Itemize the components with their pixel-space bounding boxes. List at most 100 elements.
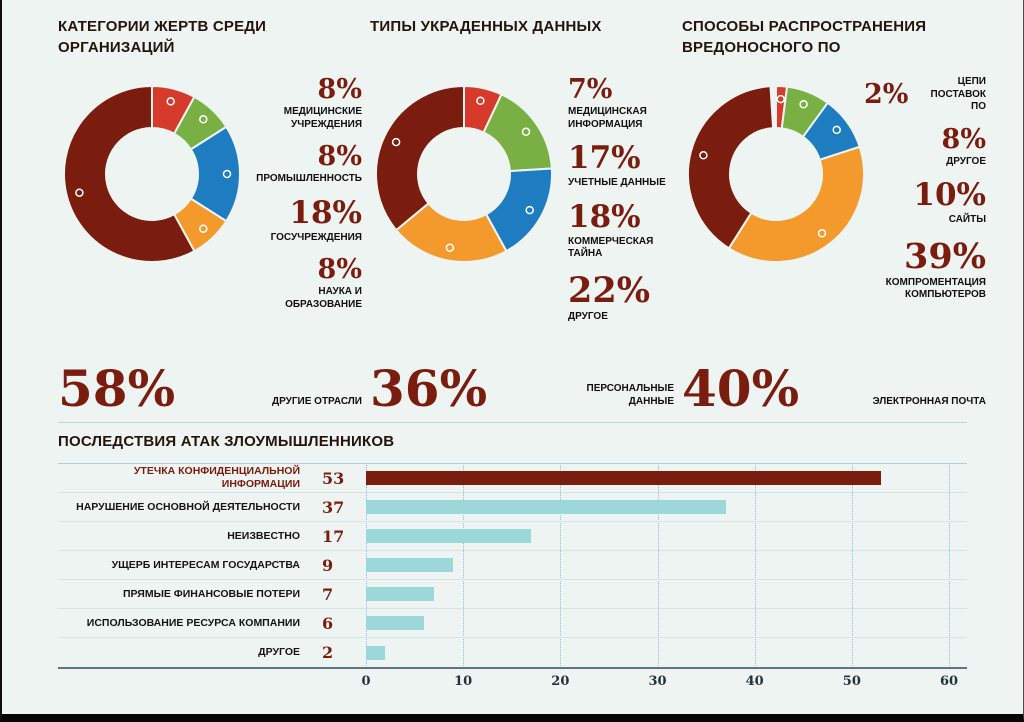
bar-rows: УТЕЧКА КОНФИДЕНЦИАЛЬНОЙ ИНФОРМАЦИИ 53 НАРУ… (58, 464, 967, 669)
segment-marker-dot (525, 205, 534, 215)
bar-track (366, 558, 949, 572)
bar-value: 9 (322, 555, 334, 575)
x-axis: 0 10 20 30 40 50 60 (361, 669, 958, 695)
segment-marker-dot (445, 243, 455, 252)
donut-chart-victim-categories: КАТЕГОРИИ ЖЕРТВ СРЕДИ ОРГАНИЗАЦИЙ 8% МЕДИ… (58, 16, 364, 414)
bar-category-label: УЩЕРБ ИНТЕРЕСАМ ГОСУДАРСТВА (111, 558, 300, 571)
segment-legend-item: 18% ГОСУЧРЕЖДЕНИЯ (270, 197, 362, 245)
segment-value: 7% (568, 74, 613, 105)
bar-chart-plot: УТЕЧКА КОНФИДЕНЦИАЛЬНОЙ ИНФОРМАЦИИ 53 НАРУ… (58, 463, 967, 695)
segment-legend-item: 22% ДРУГОЕ (568, 273, 650, 324)
segment-label: УЧЕТНЫЕ ДАННЫЕ (568, 177, 666, 188)
bar-row: ДРУГОЕ 2 (58, 638, 967, 667)
segment-legend-item: 8% ДРУГОЕ (942, 126, 986, 169)
bar-value: 37 (322, 497, 345, 517)
bar-value: 2 (322, 643, 334, 662)
segment-legend-item: 18% КОММЕРЧЕСКАЯ ТАЙНА (568, 198, 686, 261)
donut-segment (687, 85, 775, 250)
segment-legend-item: 7% МЕДИЦИНСКАЯ ИНФОРМАЦИЯ (568, 76, 686, 131)
x-axis-tick: 0 (361, 674, 371, 689)
bar-value: 7 (322, 584, 334, 604)
segment-marker-dot (75, 188, 84, 197)
chart-title: ТИПЫ УКРАДЕННЫХ ДАННЫХ (370, 18, 602, 35)
bar-category-label: ИСПОЛЬЗОВАНИЕ РЕСУРСА КОМПАНИИ (86, 616, 300, 629)
x-axis-tick: 10 (454, 674, 473, 689)
donut-segment (374, 84, 465, 232)
donut-chart (682, 80, 870, 268)
segment-value: 8% (941, 123, 986, 155)
largest-segment-label: ЭЛЕКТРОННАЯ ПОЧТА (872, 395, 986, 407)
segment-marker-dot (776, 94, 785, 104)
chart-title: КАТЕГОРИИ ЖЕРТВ СРЕДИ ОРГАНИЗАЦИЙ (58, 18, 267, 56)
bar-category-label: ДРУГОЕ (258, 646, 300, 659)
segment-marker-dot (166, 97, 175, 106)
bar-category-label: НЕИЗВЕСТНО (227, 529, 300, 542)
x-axis-tick: 20 (551, 674, 570, 689)
segment-value: 8% (317, 141, 362, 172)
largest-segment-value: 36% (370, 359, 488, 418)
donut-segment (727, 145, 865, 263)
segment-value: 8% (317, 254, 362, 285)
segment-label: САЙТЫ (948, 214, 986, 225)
bar-chart-title: ПОСЛЕДСТВИЯ АТАК ЗЛОУМЫШЛЕННИКОВ (58, 433, 395, 450)
segment-legend-item: 8% ПРОМЫШЛЕННОСТЬ (256, 143, 362, 186)
x-axis-tick: 40 (745, 674, 764, 689)
bar (366, 645, 386, 660)
segment-label: ДРУГОЕ (946, 155, 986, 167)
segment-marker-dot (199, 115, 208, 124)
bar-row: УЩЕРБ ИНТЕРЕСАМ ГОСУДАРСТВА 9 (58, 551, 967, 580)
bar (366, 616, 425, 630)
x-axis-tick: 50 (842, 674, 861, 689)
bar-track (366, 645, 949, 660)
donut-svg (62, 84, 241, 263)
bar-row: НЕИЗВЕСТНО 17 (58, 522, 967, 551)
donut-svg (374, 84, 553, 263)
donut-charts-row: КАТЕГОРИИ ЖЕРТВ СРЕДИ ОРГАНИЗАЦИЙ 8% МЕДИ… (58, 16, 1023, 414)
largest-segment-value: 58% (58, 359, 176, 418)
bar (366, 471, 881, 485)
segment-legend-item: 2% ЦЕПИ ПОСТАВОК ПО (864, 76, 986, 114)
bar-value: 6 (322, 613, 334, 633)
donut-chart (370, 80, 558, 268)
segment-legend-item: 17% УЧЕТНЫЕ ДАННЫЕ (568, 143, 666, 190)
segment-labels: 8% МЕДИЦИНСКИЕ УЧРЕЖДЕНИЯ 8% ПРОМЫШЛЕННОСТЬ… (240, 76, 362, 311)
segment-label: КОМПРОМЕНТАЦИЯ КОМПЬЮТЕРОВ (885, 276, 986, 301)
bar-track (366, 529, 949, 543)
segment-marker-dot (832, 125, 841, 135)
segment-label: ПРОМЫШЛЕННОСТЬ (256, 173, 362, 184)
segment-label: ДРУГОЕ (568, 310, 608, 322)
donut-chart (58, 80, 246, 268)
segment-value: 39% (904, 235, 986, 277)
bar-value: 53 (322, 468, 345, 488)
segment-legend-item: 8% НАУКА И ОБРАЗОВАНИЕ (240, 256, 362, 311)
segment-label: ЦЕПИ ПОСТАВОК ПО (930, 76, 987, 112)
largest-segment-value: 40% (682, 359, 800, 418)
segment-label: ГОСУЧРЕЖДЕНИЯ (270, 231, 362, 243)
segment-marker-dot (817, 229, 827, 238)
segment-marker-dot (699, 151, 708, 160)
bar (366, 587, 435, 601)
x-axis-tick: 60 (939, 674, 959, 689)
bar-category-label: НАРУШЕНИЕ ОСНОВНОЙ ДЕЯТЕЛЬНОСТИ (76, 500, 300, 513)
segment-marker-dot (799, 100, 808, 109)
largest-segment-label: ДРУГИЕ ОТРАСЛИ (271, 395, 362, 407)
segment-value: 8% (317, 74, 362, 105)
segment-marker-dot (199, 224, 208, 233)
segment-marker-dot (222, 169, 232, 179)
bar-track (366, 500, 949, 514)
segment-legend-item: 39% КОМПРОМЕНТАЦИЯ КОМПЬЮТЕРОВ (864, 239, 986, 302)
bar-row: УТЕЧКА КОНФИДЕНЦИАЛЬНОЙ ИНФОРМАЦИИ 53 (58, 464, 967, 493)
bar-row: ПРЯМЫЕ ФИНАНСОВЫЕ ПОТЕРИ 7 (58, 580, 967, 609)
bar (366, 558, 454, 572)
bar (366, 500, 726, 514)
segment-marker-dot (391, 137, 401, 147)
segment-label: МЕДИЦИНСКИЕ УЧРЕЖДЕНИЯ (283, 106, 362, 130)
bar (366, 529, 532, 543)
donut-chart-malware-distribution: СПОСОБЫ РАСПРОСТРАНЕНИЯ ВРЕДОНОСНОГО ПО … (682, 16, 988, 414)
segment-value: 18% (568, 198, 641, 235)
x-axis-tick: 30 (648, 674, 667, 689)
donut-segment (62, 84, 196, 263)
largest-segment-label: ПЕРСОНАЛЬНЫЕ ДАННЫЕ (586, 383, 674, 407)
segment-legend-item: 10% САЙТЫ (913, 180, 986, 227)
segment-value: 17% (568, 140, 641, 176)
